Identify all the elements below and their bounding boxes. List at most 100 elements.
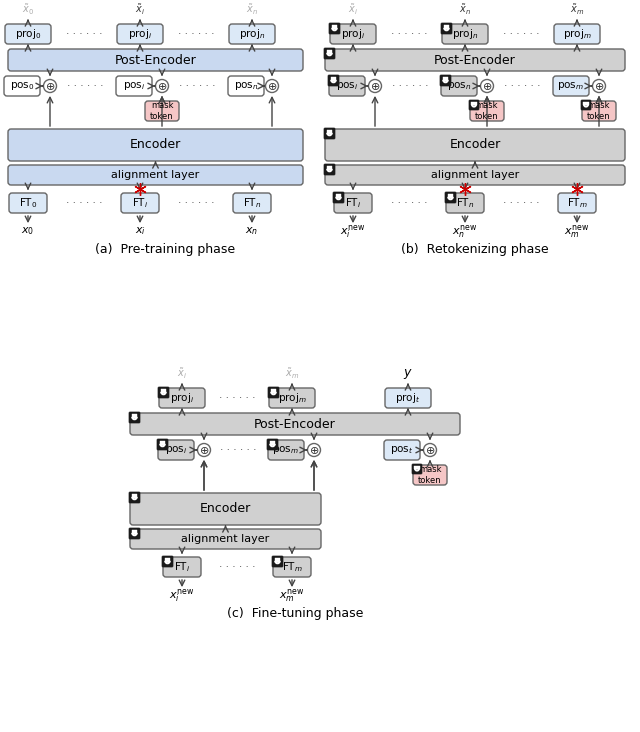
Bar (326, 130, 332, 134)
Text: · · · · · ·: · · · · · · (503, 29, 540, 39)
Text: $\mathrm{FT}_i$: $\mathrm{FT}_i$ (174, 560, 190, 574)
FancyBboxPatch shape (229, 24, 275, 44)
Text: $\oplus$: $\oplus$ (267, 81, 277, 92)
FancyBboxPatch shape (9, 193, 47, 213)
Bar (275, 558, 280, 562)
Text: $x_0$: $x_0$ (21, 225, 35, 237)
Text: $\mathrm{pos}_i$: $\mathrm{pos}_i$ (164, 444, 188, 456)
Text: $\oplus$: $\oplus$ (370, 81, 380, 92)
Text: $x_m^{\mathrm{new}}$: $x_m^{\mathrm{new}}$ (564, 223, 589, 239)
FancyBboxPatch shape (157, 439, 168, 450)
Circle shape (198, 444, 211, 457)
FancyBboxPatch shape (445, 192, 456, 203)
Text: · · · · · ·: · · · · · · (503, 198, 540, 208)
FancyBboxPatch shape (553, 76, 589, 96)
FancyBboxPatch shape (385, 388, 431, 408)
FancyBboxPatch shape (582, 101, 616, 121)
Text: mask
token: mask token (587, 101, 611, 121)
FancyBboxPatch shape (272, 556, 283, 567)
FancyBboxPatch shape (581, 100, 591, 110)
Bar (271, 389, 276, 393)
Text: $\mathrm{pos}_n$: $\mathrm{pos}_n$ (447, 80, 471, 92)
Bar (332, 25, 337, 29)
Bar (415, 466, 420, 469)
Text: alignment layer: alignment layer (111, 170, 200, 180)
Circle shape (266, 80, 278, 92)
Text: $\mathrm{pos}_0$: $\mathrm{pos}_0$ (10, 80, 35, 92)
Text: $\mathrm{proj}_n$: $\mathrm{proj}_n$ (452, 27, 478, 41)
Circle shape (307, 444, 321, 457)
Bar (132, 494, 138, 498)
Text: $\mathrm{FT}_0$: $\mathrm{FT}_0$ (19, 196, 37, 210)
Text: · · · · · ·: · · · · · · (66, 198, 102, 208)
Text: $\oplus$: $\oplus$ (309, 445, 319, 456)
FancyBboxPatch shape (441, 23, 452, 34)
FancyBboxPatch shape (159, 388, 205, 408)
Text: $\mathrm{FT}_n$: $\mathrm{FT}_n$ (456, 196, 474, 210)
Text: Encoder: Encoder (200, 502, 251, 515)
Text: $\oplus$: $\oplus$ (482, 81, 492, 92)
Text: $\mathrm{proj}_m$: $\mathrm{proj}_m$ (563, 27, 591, 41)
FancyBboxPatch shape (554, 24, 600, 44)
Text: $\oplus$: $\oplus$ (425, 445, 435, 456)
FancyBboxPatch shape (329, 76, 365, 96)
FancyBboxPatch shape (446, 193, 484, 213)
FancyBboxPatch shape (116, 76, 152, 96)
Text: · · · · · ·: · · · · · · (178, 29, 214, 39)
FancyBboxPatch shape (325, 129, 625, 161)
Text: $\tilde{x}_n$: $\tilde{x}_n$ (246, 3, 258, 18)
Text: $\tilde{x}_n$: $\tilde{x}_n$ (459, 3, 471, 18)
Text: · · · · · ·: · · · · · · (219, 562, 255, 572)
FancyBboxPatch shape (413, 465, 447, 485)
FancyBboxPatch shape (558, 193, 596, 213)
Text: $\tilde{x}_i$: $\tilde{x}_i$ (348, 3, 358, 18)
Circle shape (156, 80, 168, 92)
Text: $\mathrm{pos}_n$: $\mathrm{pos}_n$ (234, 80, 259, 92)
Bar (443, 77, 449, 81)
FancyBboxPatch shape (440, 75, 451, 86)
Text: Post-Encoder: Post-Encoder (254, 417, 336, 430)
Text: mask
token: mask token (475, 101, 499, 121)
FancyBboxPatch shape (329, 23, 340, 34)
Bar (132, 414, 138, 418)
Circle shape (593, 80, 605, 92)
FancyBboxPatch shape (158, 387, 169, 398)
Bar (269, 441, 275, 445)
FancyBboxPatch shape (163, 557, 201, 577)
Bar (444, 25, 449, 29)
FancyBboxPatch shape (325, 165, 625, 185)
Text: Encoder: Encoder (449, 138, 500, 152)
Bar (159, 441, 165, 445)
FancyBboxPatch shape (324, 48, 335, 59)
Text: $\oplus$: $\oplus$ (157, 81, 167, 92)
FancyBboxPatch shape (8, 49, 303, 71)
Text: $\tilde{x}_m$: $\tilde{x}_m$ (570, 3, 584, 18)
FancyBboxPatch shape (269, 388, 315, 408)
Text: mask
token: mask token (150, 101, 174, 121)
Text: $x_m^{\mathrm{new}}$: $x_m^{\mathrm{new}}$ (280, 586, 305, 603)
Text: $x_i^{\mathrm{new}}$: $x_i^{\mathrm{new}}$ (170, 586, 195, 603)
Text: $\mathrm{proj}_i$: $\mathrm{proj}_i$ (341, 27, 365, 41)
Text: · · · · · ·: · · · · · · (67, 81, 103, 91)
Text: $\mathrm{pos}_i$: $\mathrm{pos}_i$ (336, 80, 358, 92)
FancyBboxPatch shape (328, 75, 339, 86)
Bar (331, 77, 337, 81)
Text: · · · · · ·: · · · · · · (66, 29, 102, 39)
Text: (c)  Fine-tuning phase: (c) Fine-tuning phase (227, 607, 363, 619)
FancyBboxPatch shape (130, 413, 460, 435)
FancyBboxPatch shape (441, 76, 477, 96)
Text: · · · · · ·: · · · · · · (219, 393, 255, 403)
Bar (584, 102, 589, 105)
Text: Post-Encoder: Post-Encoder (115, 53, 196, 67)
FancyBboxPatch shape (333, 192, 344, 203)
Text: $\tilde{x}_i$: $\tilde{x}_i$ (135, 3, 145, 18)
FancyBboxPatch shape (412, 464, 422, 474)
FancyBboxPatch shape (162, 556, 173, 567)
FancyBboxPatch shape (130, 529, 321, 549)
FancyBboxPatch shape (158, 440, 194, 460)
FancyBboxPatch shape (129, 492, 140, 503)
FancyBboxPatch shape (228, 76, 264, 96)
Bar (164, 558, 170, 562)
Text: $\mathrm{proj}_i$: $\mathrm{proj}_i$ (128, 27, 152, 41)
Bar (326, 50, 332, 54)
